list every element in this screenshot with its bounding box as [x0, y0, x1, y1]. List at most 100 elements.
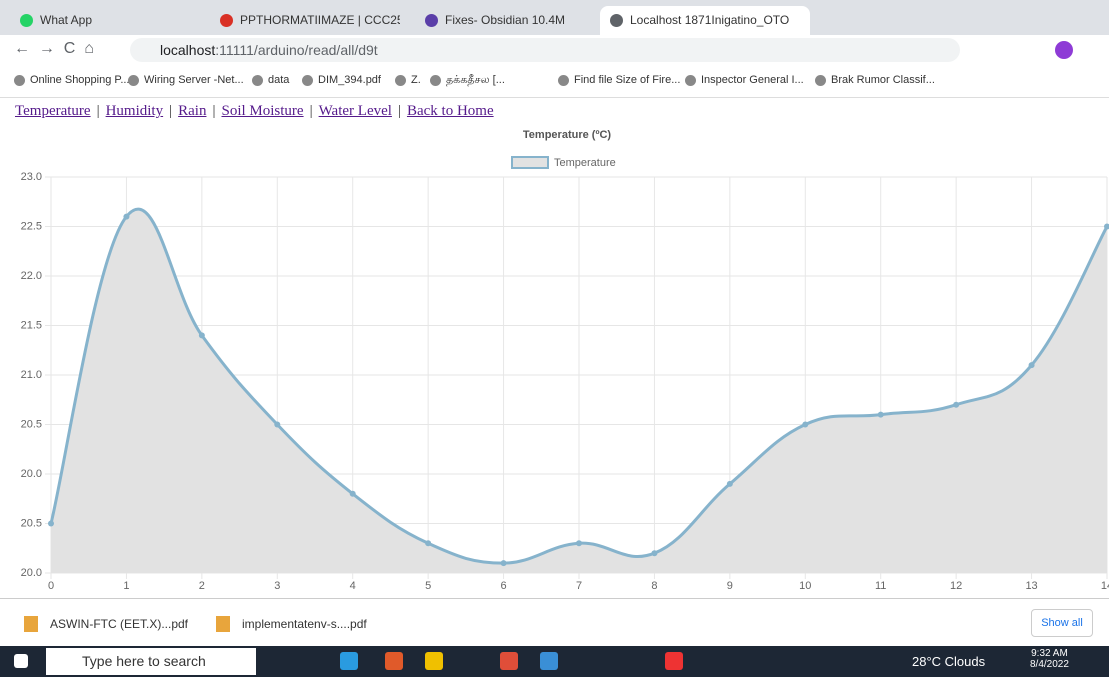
point: [878, 412, 884, 418]
url-path: :11111/arduino/read/all/d9t: [215, 42, 377, 58]
nav-links: Temperature | Humidity | Rain | Soil Moisture |…: [15, 103, 494, 120]
address-bar: ← → C ⌂ localhost:11111/arduino/read/all…: [0, 35, 1109, 65]
app-icon[interactable]: [540, 652, 558, 670]
tab-bar: What App PPTHORMATIIMAZE | CCC251 Fixes- O…: [0, 0, 1109, 35]
separator: |: [398, 103, 401, 119]
nav-buttons[interactable]: ← → C ⌂: [14, 40, 94, 58]
downloads-bar: Show all ASWIN-FTC (EET.X)...pdf implemen…: [0, 598, 1109, 647]
bookmark[interactable]: Wiring Server -Net...: [128, 74, 244, 86]
point: [651, 550, 657, 556]
chart-title: Temperature (ºC): [523, 129, 611, 141]
chart: Temperature (ºC) 20.0 20.5 20.0 20.5 21.0 21.…: [0, 125, 1109, 595]
page: Localhost {"browser": { "tabs": ["What A…: [0, 0, 1109, 677]
y-tick-label: 22.5: [21, 220, 42, 232]
point: [274, 422, 280, 428]
tab-title: PPTHORMATIIMAZE | CCC251: [240, 13, 400, 27]
app-icon[interactable]: [425, 652, 443, 670]
legend-swatch: [512, 157, 548, 168]
point: [576, 540, 582, 546]
y-tick-label: 20.0: [21, 468, 42, 480]
separator: |: [310, 103, 313, 119]
x-tick-label: 2: [199, 580, 205, 592]
app-icon[interactable]: [665, 652, 683, 670]
download-item[interactable]: implementatenv-s....pdf: [216, 617, 367, 631]
bookmark[interactable]: Find file Size of Fire...: [558, 74, 680, 86]
bookmark[interactable]: Brak Rumor Classif...: [815, 74, 935, 86]
separator: |: [97, 103, 100, 119]
tab-title: What App: [40, 13, 92, 27]
profile[interactable]: [1055, 41, 1073, 59]
point: [350, 491, 356, 497]
bookmark[interactable]: Z.: [395, 74, 421, 86]
tab[interactable]: Fixes- Obsidian 10.4M: [415, 6, 605, 35]
point: [501, 560, 507, 566]
x-tick-label: 14: [1101, 580, 1109, 592]
point: [123, 214, 129, 220]
point: [727, 481, 733, 487]
time: 9:32 AM: [1030, 648, 1069, 659]
legend-label: Temperature: [554, 157, 616, 169]
bookmarks-bar: Online Shopping P...Wiring Server -Net..…: [0, 65, 1109, 98]
nav-link[interactable]: Humidity: [106, 103, 164, 119]
x-tick-label: 0: [48, 580, 54, 592]
x-tick-label: 8: [651, 580, 657, 592]
tab-icon: [20, 14, 33, 27]
y-tick-label: 22.0: [21, 270, 42, 282]
weather[interactable]: 28°C Clouds: [912, 654, 985, 669]
x-tick-label: 3: [274, 580, 280, 592]
tab-title: Fixes- Obsidian 10.4M: [445, 13, 565, 27]
app-icon[interactable]: [340, 652, 358, 670]
show-all[interactable]: Show all: [1031, 609, 1093, 637]
point: [953, 402, 959, 408]
bookmark[interactable]: Online Shopping P...: [14, 74, 129, 86]
y-tick-label: 20.0: [21, 567, 42, 579]
bookmark[interactable]: DIM_394.pdf: [302, 74, 381, 86]
x-tick-label: 6: [501, 580, 507, 592]
app-icon[interactable]: [385, 652, 403, 670]
tab-icon: [220, 14, 233, 27]
point: [48, 521, 54, 527]
x-tick-label: 9: [727, 580, 733, 592]
bookmark[interactable]: தக்கதீசல [...: [430, 74, 505, 88]
point: [199, 332, 205, 338]
tab[interactable]: Localhost 1871Inigatino_OTO: [600, 6, 810, 35]
point: [1029, 362, 1035, 368]
tab-icon: [425, 14, 438, 27]
date: 8/4/2022: [1030, 659, 1069, 670]
y-tick-label: 20.5: [21, 517, 42, 529]
y-tick-label: 21.5: [21, 319, 42, 331]
tab[interactable]: What App: [10, 6, 200, 35]
omnibox[interactable]: localhost:11111/arduino/read/all/d9t: [130, 38, 960, 62]
x-tick-label: 12: [950, 580, 962, 592]
x-tick-label: 5: [425, 580, 431, 592]
x-tick-label: 13: [1025, 580, 1037, 592]
nav-link[interactable]: Back to Home: [407, 103, 494, 119]
nav-link[interactable]: Soil Moisture: [221, 103, 303, 119]
x-tick-label: 10: [799, 580, 811, 592]
nav-link[interactable]: Water Level: [319, 103, 392, 119]
search-box[interactable]: Type here to search: [46, 648, 256, 675]
point: [802, 422, 808, 428]
y-tick-label: 20.5: [21, 418, 42, 430]
x-tick-label: 1: [123, 580, 129, 592]
separator: |: [212, 103, 215, 119]
bookmark[interactable]: data: [252, 74, 289, 86]
tab[interactable]: PPTHORMATIIMAZE | CCC251: [210, 6, 400, 35]
tab-icon: [610, 14, 623, 27]
bookmark[interactable]: Inspector General I...: [685, 74, 804, 86]
x-tick-label: 11: [875, 580, 886, 592]
point: [425, 540, 431, 546]
y-tick-label: 23.0: [21, 171, 42, 183]
app-icon[interactable]: [500, 652, 518, 670]
x-tick-label: 4: [350, 580, 356, 592]
url-host: localhost: [160, 42, 215, 58]
download-item[interactable]: ASWIN-FTC (EET.X)...pdf: [24, 617, 188, 631]
start-button[interactable]: [14, 654, 28, 668]
x-tick-label: 7: [576, 580, 582, 592]
nav-link[interactable]: Rain: [178, 103, 206, 119]
separator: |: [169, 103, 172, 119]
nav-link[interactable]: Temperature: [15, 103, 91, 119]
y-tick-label: 21.0: [21, 369, 42, 381]
